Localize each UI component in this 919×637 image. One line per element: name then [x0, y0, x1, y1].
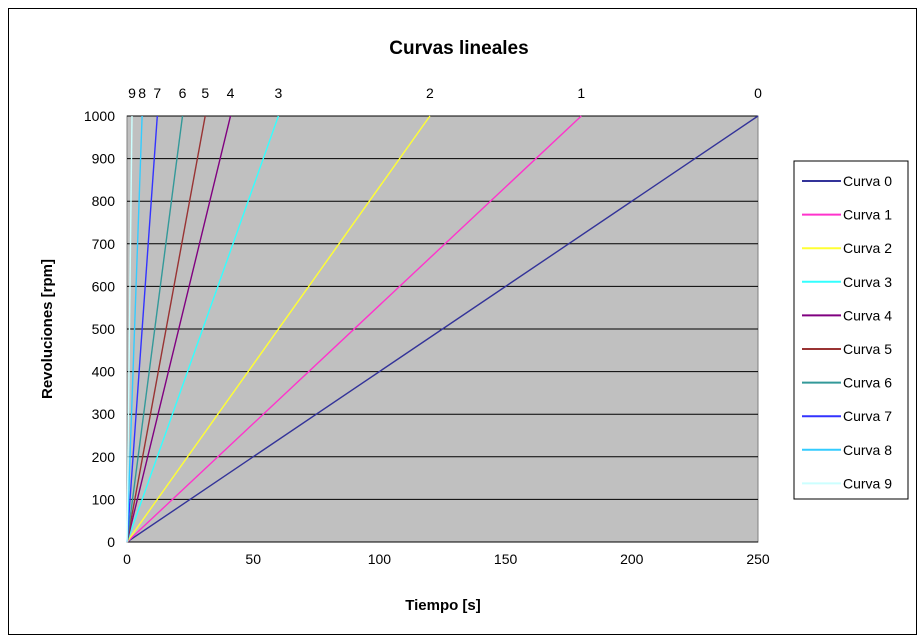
legend: Curva 0 Curva 1 Curva 2 Curva 3 Curva 4 Curva… — [793, 160, 909, 500]
series-line-8 — [126, 115, 143, 543]
series-line-9 — [126, 115, 133, 543]
x-tick-label: 200 — [620, 551, 644, 567]
curve-label: 3 — [275, 85, 283, 101]
legend-label: Curva 8 — [843, 442, 892, 458]
chart-svg: Curvas lineales 0 1 2 3 4 56 789 0 100 200 300 400… — [39, 38, 909, 614]
legend-box — [793, 160, 909, 500]
gridlines — [127, 115, 758, 543]
y-tick-label: 900 — [92, 151, 116, 167]
y-tick-label: 100 — [92, 491, 116, 507]
y-tick-label: 700 — [92, 236, 116, 252]
curve-label: 7 — [153, 85, 161, 101]
y-tick-label: 800 — [92, 193, 116, 209]
legend-label: Curva 4 — [843, 307, 892, 323]
x-tick-label: 250 — [746, 551, 770, 567]
curve-label: 5 — [201, 85, 209, 101]
curve-label: 6 — [179, 85, 187, 101]
series-line-7 — [126, 115, 158, 543]
x-axis-ticks: 0 50 100 150 200 250 — [123, 551, 770, 567]
y-tick-label: 500 — [92, 321, 116, 337]
series-line-2 — [126, 115, 431, 543]
legend-label: Curva 2 — [843, 240, 892, 256]
series-line-1 — [126, 115, 582, 543]
x-tick-label: 0 — [123, 551, 131, 567]
x-tick-label: 100 — [368, 551, 392, 567]
y-tick-label: 0 — [107, 534, 115, 550]
series-line-4 — [126, 115, 232, 543]
y-tick-label: 600 — [92, 278, 116, 294]
series-line-6 — [126, 115, 184, 543]
y-axis-label: Revoluciones [rpm] — [39, 259, 56, 399]
x-tick-label: 150 — [494, 551, 518, 567]
legend-label: Curva 9 — [843, 475, 892, 491]
legend-label: Curva 3 — [843, 274, 892, 290]
y-axis-ticks: 0 100 200 300 400 500 600 700 800 900 1000 — [84, 108, 115, 550]
series-layer — [126, 115, 759, 543]
curve-label: 9 — [128, 85, 136, 101]
legend-label: Curva 0 — [843, 173, 892, 189]
series-line-5 — [126, 115, 206, 543]
curve-labels: 0 1 2 3 4 56 789 — [128, 85, 762, 101]
legend-label: Curva 1 — [843, 207, 892, 223]
y-tick-label: 400 — [92, 364, 116, 380]
curve-label: 0 — [754, 85, 762, 101]
y-tick-label: 1000 — [84, 108, 115, 124]
series-line-0 — [126, 115, 759, 543]
curve-label: 4 — [227, 85, 235, 101]
legend-label: Curva 7 — [843, 408, 892, 424]
curve-label: 8 — [138, 85, 146, 101]
y-tick-label: 200 — [92, 449, 116, 465]
x-axis-label: Tiempo [s] — [405, 597, 481, 614]
curve-label: 1 — [577, 85, 585, 101]
y-tick-label: 300 — [92, 406, 116, 422]
curve-label: 2 — [426, 85, 434, 101]
legend-label: Curva 6 — [843, 375, 892, 391]
chart-title: Curvas lineales — [389, 38, 528, 59]
x-tick-label: 50 — [245, 551, 261, 567]
series-line-3 — [126, 115, 280, 543]
legend-label: Curva 5 — [843, 341, 892, 357]
